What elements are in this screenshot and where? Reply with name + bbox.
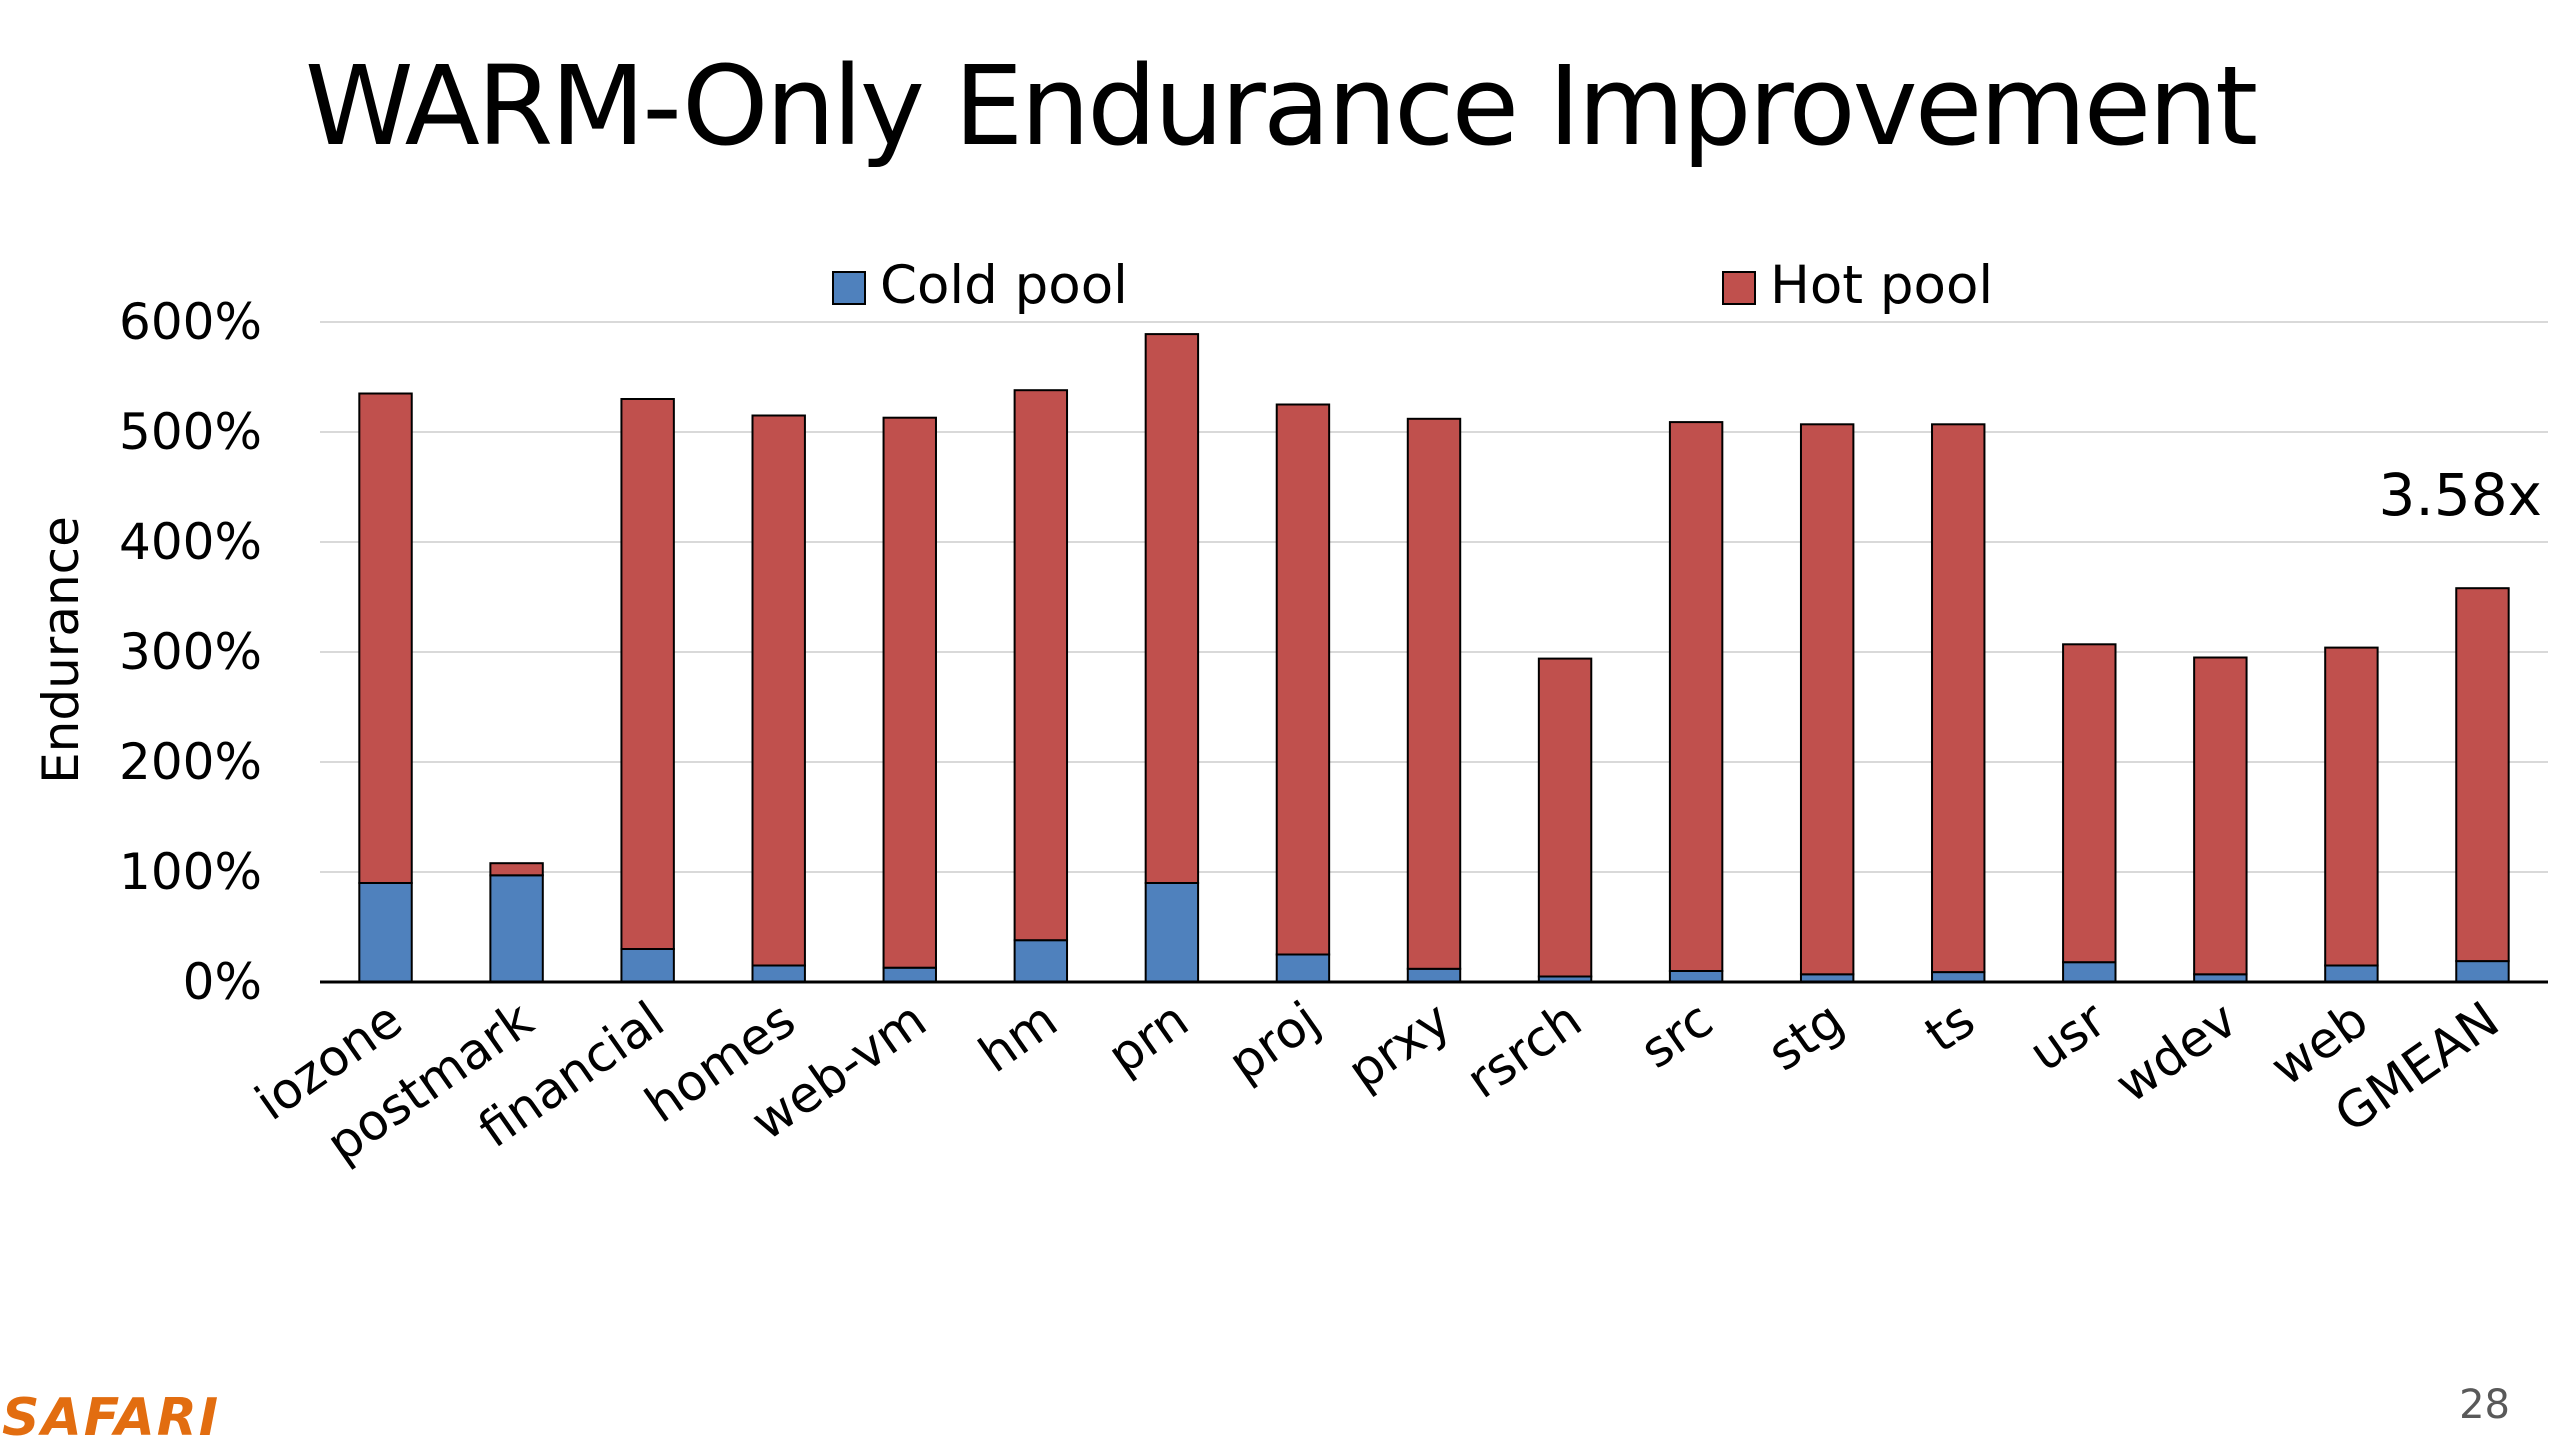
x-tick-label: hm <box>969 990 1068 1084</box>
y-tick-label: 300% <box>119 623 262 681</box>
bar-hot-pool-proj <box>1275 403 1331 956</box>
y-tick-label: 600% <box>119 293 262 351</box>
x-tick-label: rsrch <box>1456 990 1592 1109</box>
bar-hot-pool-ts <box>1931 423 1986 974</box>
bar-hot-pool-web <box>2324 646 2379 967</box>
legend-swatch-hot-pool <box>1722 271 1756 305</box>
bar-hot-pool-financial <box>620 398 675 950</box>
bar-cold-pool-prn <box>1144 882 1200 983</box>
x-tick-label: prxy <box>1337 990 1460 1101</box>
bar-hot-pool-iozone <box>358 392 413 884</box>
y-axis-label: Endurance <box>32 516 90 784</box>
bar-cold-pool-homes <box>751 964 806 983</box>
bar-cold-pool-src <box>1668 970 1724 983</box>
legend-label-cold-pool: Cold pool <box>880 255 1128 316</box>
x-tick-label: usr <box>2019 990 2117 1083</box>
bar-hot-pool-src <box>1668 421 1724 973</box>
x-tick-label: src <box>1630 990 1723 1079</box>
bar-hot-pool-rsrch <box>1537 657 1593 978</box>
gmean-annotation: 3.58x <box>2379 461 2542 529</box>
y-tick-label: 200% <box>119 733 262 791</box>
bar-cold-pool-prxy <box>1406 967 1462 983</box>
x-tick-label: stg <box>1757 990 1854 1082</box>
y-tick-label: 100% <box>119 843 262 901</box>
x-tick-label: proj <box>1218 990 1330 1092</box>
bar-cold-pool-financial <box>620 948 675 983</box>
bar-cold-pool-proj <box>1275 953 1331 983</box>
y-tick-label: 400% <box>119 513 262 571</box>
legend: Cold pool Hot pool <box>832 255 1993 316</box>
bar-hot-pool-prn <box>1144 333 1200 885</box>
page-number: 28 <box>2459 1382 2510 1428</box>
y-axis-ticks: 0% 100% 200% 300% 400% 500% 600% <box>119 293 262 1011</box>
bar-hot-pool-postmark <box>489 862 544 877</box>
bar-cold-pool-iozone <box>358 882 413 983</box>
bar-cold-pool-usr <box>2062 961 2117 984</box>
slide-title: WARM-Only Endurance Improvement <box>304 42 2258 170</box>
y-tick-label: 0% <box>183 953 262 1011</box>
x-tick-label: prn <box>1097 990 1198 1085</box>
bar-hot-pool-GMEAN <box>2455 587 2510 963</box>
bar-cold-pool-GMEAN <box>2455 960 2510 983</box>
bar-hot-pool-prxy <box>1406 417 1462 970</box>
bar-hot-pool-stg <box>1799 423 1855 976</box>
bar-hot-pool-usr <box>2062 643 2117 964</box>
bar-hot-pool-hm <box>1013 389 1069 942</box>
bar-cold-pool-hm <box>1013 939 1069 984</box>
bar-hot-pool-web-vm <box>882 416 937 969</box>
legend-swatch-cold-pool <box>832 271 866 305</box>
legend-label-hot-pool: Hot pool <box>1770 255 1993 316</box>
y-tick-label: 500% <box>119 403 262 461</box>
bar-cold-pool-postmark <box>489 874 544 983</box>
x-tick-label: wdev <box>2105 990 2247 1114</box>
x-tick-label: ts <box>1914 990 1985 1064</box>
y-axis-label-group: Endurance <box>32 516 90 784</box>
bar-hot-pool-homes <box>751 414 806 967</box>
bar-cold-pool-web <box>2324 964 2379 983</box>
bar-hot-pool-wdev <box>2193 656 2248 976</box>
bar-cold-pool-web-vm <box>882 966 937 984</box>
safari-logo: SAFARI <box>2 1388 221 1448</box>
bars <box>358 333 2510 984</box>
